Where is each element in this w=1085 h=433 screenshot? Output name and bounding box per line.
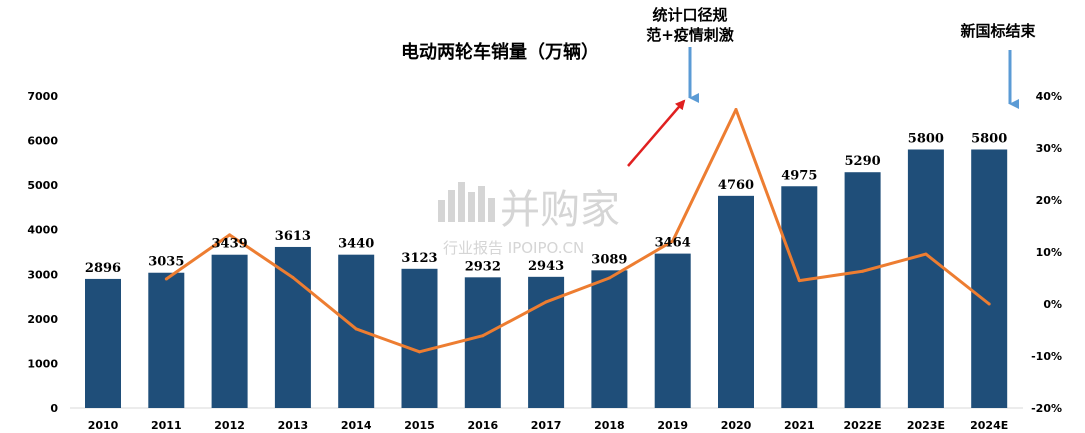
x-tick-label: 2022E — [844, 419, 882, 432]
growth-point — [734, 108, 738, 112]
bar-value-label: 3464 — [655, 236, 691, 251]
bar — [85, 278, 121, 408]
growth-point — [797, 279, 801, 283]
growth-point — [987, 302, 991, 306]
growth-point — [354, 327, 358, 331]
x-tick-label: 2024E — [970, 419, 1008, 432]
bar-value-label: 2932 — [465, 259, 501, 274]
x-tick-label: 2017 — [531, 419, 562, 432]
watermark: 并购家 行业报告 IPOIPO.CN — [438, 182, 620, 257]
bar-series — [85, 149, 1008, 408]
y-tick-label: 2000 — [27, 313, 58, 326]
bar — [401, 268, 438, 408]
bar — [844, 172, 881, 408]
bar-value-label: 5800 — [908, 131, 944, 146]
x-tick-label: 2012 — [214, 419, 245, 432]
bar-value-label: 5290 — [845, 154, 881, 169]
bar-value-label: 3123 — [401, 251, 437, 266]
x-tick-label: 2013 — [278, 419, 309, 432]
bar — [211, 254, 248, 408]
bar-value-label: 2896 — [85, 261, 121, 276]
growth-point — [607, 276, 611, 280]
y2-tick-label: 30% — [1036, 142, 1062, 155]
growth-point — [228, 233, 232, 237]
chart-title: 电动两轮车销量（万辆） — [401, 41, 599, 63]
bar-value-label: 2943 — [528, 259, 564, 274]
annotation-1-line1: 统计口径规 — [652, 6, 727, 24]
bar-value-label: 3439 — [212, 237, 248, 252]
bar — [274, 246, 311, 408]
annotation-new-standard: 新国标结束 — [960, 22, 1036, 109]
x-tick-label: 2011 — [151, 419, 182, 432]
growth-point — [164, 277, 168, 281]
x-tick-label: 2018 — [594, 419, 625, 432]
x-tick-label: 2014 — [341, 419, 372, 432]
bar — [781, 186, 818, 408]
growth-point — [544, 300, 548, 304]
x-tick-label: 2010 — [88, 419, 119, 432]
watermark-main: 并购家 — [500, 187, 620, 233]
bar — [718, 195, 754, 408]
y-tick-label: 0 — [50, 402, 58, 415]
bar-value-label: 3613 — [275, 229, 311, 244]
bar-value-label: 3035 — [148, 255, 184, 270]
annotation-1-red-arrow — [627, 99, 686, 167]
annotation-1-line2: 范+疫情刺激 — [646, 26, 735, 44]
growth-point — [481, 334, 485, 338]
bar — [971, 149, 1008, 408]
bar-value-label: 4760 — [718, 178, 754, 193]
x-tick-label: 2016 — [467, 419, 498, 432]
annotation-2-text: 新国标结束 — [960, 22, 1036, 40]
y-tick-label: 4000 — [27, 224, 58, 237]
y2-tick-label: 0% — [1043, 298, 1062, 311]
bar — [591, 270, 628, 408]
bar — [338, 254, 375, 408]
y-axis-left: 0 1000 2000 3000 4000 5000 6000 7000 — [27, 90, 58, 415]
y-tick-label: 1000 — [27, 357, 58, 370]
growth-point — [291, 275, 295, 279]
x-tick-label: 2019 — [657, 419, 688, 432]
y2-tick-label: 20% — [1036, 194, 1062, 207]
growth-line-series — [164, 108, 991, 354]
bar-value-label: 5800 — [971, 131, 1007, 146]
watermark-logo-icon — [438, 182, 495, 222]
y2-tick-label: 10% — [1036, 246, 1062, 259]
bar — [464, 277, 501, 408]
y2-tick-label: -20% — [1031, 402, 1062, 415]
y-tick-label: 6000 — [27, 135, 58, 148]
growth-point — [418, 350, 421, 354]
bar — [148, 272, 185, 408]
growth-point — [861, 269, 865, 273]
x-tick-label: 2015 — [404, 419, 435, 432]
bar — [654, 253, 691, 408]
growth-point — [671, 239, 675, 243]
y-tick-label: 5000 — [27, 179, 58, 192]
y-tick-label: 3000 — [27, 268, 58, 281]
y2-tick-label: -10% — [1031, 350, 1062, 363]
y2-tick-label: 40% — [1036, 90, 1062, 103]
y-axis-right: -20% -10% 0% 10% 20% 30% 40% — [1031, 90, 1062, 415]
data-labels: 2896 3035 3439 3613 3440 3123 2932 2943 3089 3464… — [85, 131, 1007, 275]
x-tick-label: 2023E — [907, 419, 945, 432]
x-tick-label: 2020 — [721, 419, 752, 432]
growth-point — [924, 252, 928, 256]
annotation-stat-scope: 统计口径规 范+疫情刺激 — [627, 6, 735, 167]
y-tick-label: 7000 — [27, 90, 58, 103]
x-tick-label: 2021 — [784, 419, 815, 432]
watermark-sub: 行业报告 IPOIPO.CN — [443, 239, 584, 257]
growth-line — [165, 108, 991, 354]
bar — [907, 149, 944, 408]
bar-value-label: 4975 — [781, 168, 817, 183]
bar-value-label: 3089 — [591, 252, 627, 267]
x-axis: 2010 2011 2012 2013 2014 2015 2016 2017 2018 2019… — [88, 419, 1009, 432]
bar-value-label: 3440 — [338, 237, 374, 252]
